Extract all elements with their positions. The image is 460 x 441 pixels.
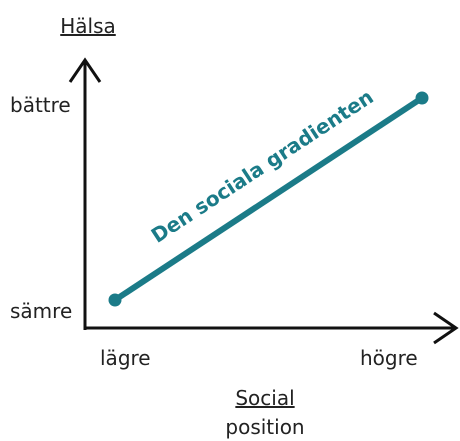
- x-high-label: högre: [360, 346, 418, 370]
- gradient-end: [415, 91, 429, 105]
- x-axis-title: Social: [235, 386, 294, 410]
- y-low-label: sämre: [10, 299, 72, 323]
- x-low-label: lägre: [100, 346, 151, 370]
- gradient-start: [108, 293, 122, 307]
- x-axis-title: position: [225, 415, 304, 439]
- y-axis-title: Hälsa: [60, 14, 116, 38]
- x-axis-arrow: [433, 311, 459, 345]
- y-high-label: bättre: [10, 93, 71, 117]
- line-label: Den sociala gradienten: [147, 85, 378, 248]
- gradient-line: [113, 95, 424, 303]
- y-axis-arrow: [68, 57, 102, 83]
